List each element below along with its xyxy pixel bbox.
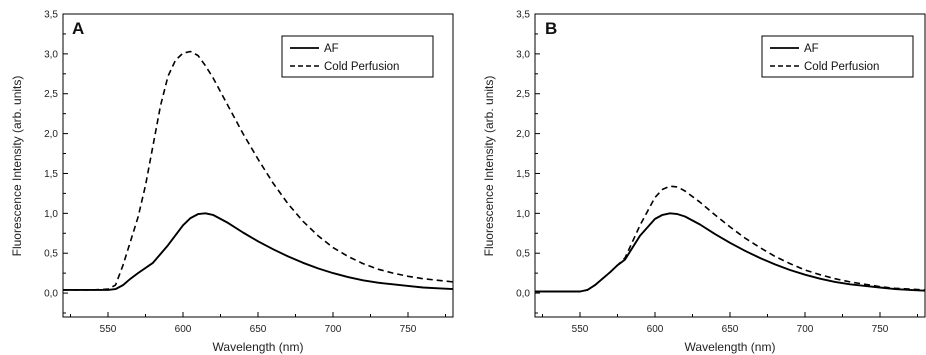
y-tick-label-1-5: 1,5 — [44, 169, 58, 180]
y-tick-label-1-0: 1,0 — [516, 209, 530, 220]
y-tick-label-3-0: 3,0 — [44, 49, 58, 60]
y-axis-label-b: Fluorescence Intensity (arb. units) — [482, 76, 496, 257]
tick-marks-a: 550 600 650 700 750 0,0 0,5 1,0 1,5 2,0 2,5 3,0 3,5 — [44, 10, 446, 335]
x-tick-label-550: 550 — [572, 324, 589, 335]
panel-label-a: A — [72, 19, 84, 38]
y-axis-label-a: Fluorescence Intensity (arb. units) — [10, 76, 24, 257]
x-tick-label-700: 700 — [325, 324, 342, 335]
x-tick-label-750: 750 — [872, 324, 889, 335]
y-tick-label-0-0: 0,0 — [44, 289, 58, 300]
legend-a: AF Cold Perfusion — [281, 35, 434, 78]
legend-label-cold-perfusion-a: Cold Perfusion — [324, 61, 399, 73]
chart-panel-a: 550 600 650 700 7500,00,51,01,52,02,53,03,5 … — [10, 10, 454, 354]
y-tick-label-2-5: 2,5 — [44, 89, 58, 100]
legend-b: AF Cold Perfusion — [761, 35, 914, 78]
legend-box-b — [761, 35, 914, 78]
x-tick-label-650: 650 — [250, 324, 267, 335]
y-tick-label-1-5: 1,5 — [516, 169, 530, 180]
x-tick-label-700: 700 — [797, 324, 814, 335]
series-group-b — [535, 185, 926, 293]
x-tick-label-750: 750 — [400, 324, 417, 335]
x-axis-label-a: Wavelength (nm) — [213, 340, 304, 354]
x-axis-label-b: Wavelength (nm) — [685, 340, 776, 354]
series-line-af-a — [63, 212, 454, 291]
y-tick-label-2-0: 2,0 — [44, 129, 58, 140]
y-tick-label-0-5: 0,5 — [516, 249, 530, 260]
x-tick-label-650: 650 — [722, 324, 739, 335]
series-line-af-b — [535, 212, 926, 293]
chart-panel-b: 550 600 650 700 7500,00,51,01,52,02,53,03,5 … — [482, 10, 926, 354]
legend-box-a — [281, 35, 434, 78]
legend-label-af-a: AF — [324, 43, 339, 55]
y-tick-label-2-5: 2,5 — [516, 89, 530, 100]
legend-label-af-b: AF — [804, 43, 819, 55]
y-tick-label-1-0: 1,0 — [44, 209, 58, 220]
x-tick-label-600: 600 — [647, 324, 664, 335]
x-tick-label-600: 600 — [175, 324, 192, 335]
y-tick-label-2-0: 2,0 — [516, 129, 530, 140]
y-tick-label-3-0: 3,0 — [516, 49, 530, 60]
y-tick-label-0-0: 0,0 — [516, 289, 530, 300]
y-tick-label-0-5: 0,5 — [44, 249, 58, 260]
series-group-a — [63, 50, 454, 291]
series-line-cold-perfusion-a — [63, 50, 454, 291]
tick-marks-b: 550 600 650 700 750 0,0 0,5 1,0 1,5 2,0 2,5 3,0 3,5 — [516, 10, 918, 335]
legend-label-cold-perfusion-b: Cold Perfusion — [804, 61, 879, 73]
y-tick-label-3-5: 3,5 — [44, 10, 58, 21]
series-line-cold-perfusion-b — [535, 185, 926, 293]
panel-label-b: B — [545, 19, 557, 38]
x-tick-label-550: 550 — [100, 324, 117, 335]
y-tick-label-3-5: 3,5 — [516, 10, 530, 21]
